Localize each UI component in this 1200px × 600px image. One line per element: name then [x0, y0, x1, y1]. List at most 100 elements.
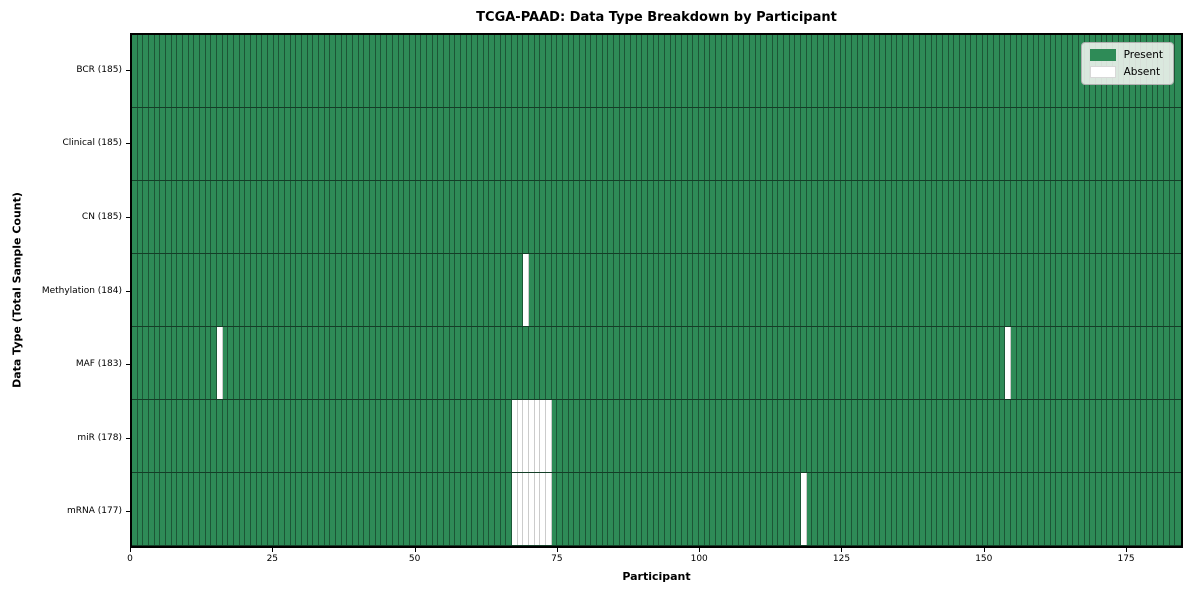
- heatmap-cell: [540, 400, 546, 472]
- heatmap-cell: [925, 254, 932, 326]
- heatmap-cell: [789, 400, 796, 472]
- heatmap-cell: [375, 327, 382, 399]
- heatmap-cell: [1146, 108, 1153, 180]
- heatmap-cell: [733, 327, 739, 399]
- heatmap-cell: [1163, 108, 1170, 180]
- heatmap-cell: [392, 400, 399, 472]
- heatmap-cell: [279, 400, 286, 472]
- heatmap-cell: [579, 473, 586, 545]
- heatmap-cell: [398, 327, 405, 399]
- heatmap-cell: [194, 108, 201, 180]
- heatmap-cell: [704, 400, 711, 472]
- heatmap-cell: [149, 400, 155, 472]
- heatmap-cell: [1124, 400, 1130, 472]
- heatmap-cell: [506, 327, 512, 399]
- heatmap-cell: [545, 473, 552, 545]
- heatmap-cell: [579, 181, 586, 253]
- heatmap-cell: [971, 473, 977, 545]
- heatmap-cell: [313, 473, 320, 545]
- heatmap-cell: [432, 35, 439, 107]
- heatmap-cell: [1016, 108, 1023, 180]
- heatmap-cell: [143, 35, 149, 107]
- heatmap-cell: [778, 327, 785, 399]
- heatmap-cell: [251, 473, 257, 545]
- heatmap-cell: [1084, 327, 1091, 399]
- heatmap-cell: [1044, 181, 1051, 253]
- heatmap-cell: [1158, 327, 1164, 399]
- heatmap-cell: [579, 400, 586, 472]
- heatmap-cell: [364, 327, 371, 399]
- heatmap-cell: [880, 473, 887, 545]
- heatmap-cell: [268, 400, 274, 472]
- heatmap-cell: [852, 181, 858, 253]
- heatmap-cell: [806, 327, 813, 399]
- heatmap-cell: [976, 108, 983, 180]
- heatmap-cell: [642, 35, 648, 107]
- heatmap-cell: [256, 108, 263, 180]
- heatmap-cell: [846, 254, 853, 326]
- y-tick-label: CN (185): [81, 211, 122, 222]
- heatmap-cell: [217, 327, 223, 399]
- heatmap-cell: [194, 35, 201, 107]
- heatmap-cell: [353, 254, 359, 326]
- y-tick-label: MAF (183): [75, 359, 122, 370]
- heatmap-cell: [874, 181, 881, 253]
- heatmap-cell: [296, 254, 303, 326]
- heatmap-cell: [920, 108, 926, 180]
- heatmap-cell: [1044, 400, 1051, 472]
- heatmap-cell: [228, 35, 235, 107]
- heatmap-cell: [557, 473, 563, 545]
- heatmap-cell: [256, 35, 263, 107]
- heatmap-cell: [1033, 108, 1040, 180]
- heatmap-cell: [948, 473, 955, 545]
- heatmap-cell: [239, 327, 246, 399]
- heatmap-cell: [171, 35, 178, 107]
- heatmap-cell: [1152, 400, 1159, 472]
- heatmap-cell: [999, 400, 1006, 472]
- heatmap-cell: [472, 327, 478, 399]
- heatmap-cell: [823, 181, 830, 253]
- heatmap-cell: [767, 473, 773, 545]
- heatmap-cell: [324, 181, 331, 253]
- heatmap-cell: [869, 181, 875, 253]
- heatmap-cell: [370, 108, 376, 180]
- heatmap-cell: [330, 35, 337, 107]
- heatmap-cell: [1084, 108, 1091, 180]
- heatmap-cell: [829, 254, 836, 326]
- heatmap-cell: [347, 473, 354, 545]
- heatmap-cell: [409, 254, 416, 326]
- heatmap-cell: [1078, 327, 1085, 399]
- heatmap-cell: [1039, 473, 1045, 545]
- heatmap-cell: [511, 254, 518, 326]
- heatmap-cell: [1112, 254, 1119, 326]
- heatmap-cell: [347, 400, 354, 472]
- heatmap-cell: [591, 254, 597, 326]
- heatmap-cell: [562, 108, 569, 180]
- heatmap-cell: [290, 35, 297, 107]
- heatmap-cell: [347, 108, 354, 180]
- heatmap-cell: [409, 181, 416, 253]
- heatmap-cell: [137, 181, 144, 253]
- heatmap-cell: [358, 400, 365, 472]
- heatmap-cell: [557, 108, 563, 180]
- heatmap-cell: [925, 327, 932, 399]
- heatmap-cell: [1135, 181, 1142, 253]
- heatmap-cell: [426, 473, 433, 545]
- heatmap-cell: [409, 473, 416, 545]
- heatmap-cell: [733, 181, 739, 253]
- heatmap-cell: [795, 181, 802, 253]
- heatmap-cell: [801, 473, 807, 545]
- heatmap-cell: [596, 400, 603, 472]
- heatmap-cell: [1146, 254, 1153, 326]
- heatmap-cell: [1061, 35, 1068, 107]
- heatmap-cell: [954, 400, 960, 472]
- heatmap-cell: [988, 327, 994, 399]
- x-tick-mark: [841, 548, 843, 552]
- heatmap-cell: [891, 327, 898, 399]
- x-tick-mark: [699, 548, 701, 552]
- heatmap-cell: [307, 254, 314, 326]
- heatmap-cell: [857, 35, 864, 107]
- heatmap-cell: [500, 473, 507, 545]
- heatmap-cell: [132, 254, 138, 326]
- heatmap-cell: [545, 181, 552, 253]
